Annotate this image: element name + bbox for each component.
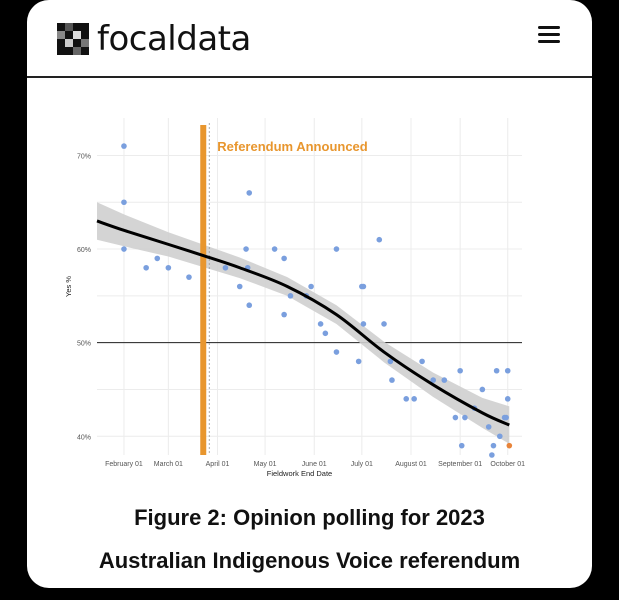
data-point [458, 442, 465, 449]
polling-chart: Referendum Announced 40% 50% 60% 70% February… [64, 118, 525, 478]
figure-caption-line-2: Australian Indigenous Voice referendum [98, 548, 521, 573]
y-tick-label: 50% [77, 341, 91, 348]
x-tick-label: February 01 [105, 461, 143, 468]
data-point [462, 414, 468, 421]
data-point [376, 236, 383, 243]
x-tick-label: October 01 [490, 461, 525, 468]
data-point [493, 367, 500, 374]
data-point [317, 321, 324, 327]
data-point [271, 246, 278, 252]
data-point [143, 264, 149, 271]
y-axis-label: Yes % [64, 276, 73, 297]
data-point [441, 377, 448, 383]
data-point [503, 414, 509, 421]
data-point [236, 283, 243, 290]
logo[interactable]: focaldata [57, 19, 251, 59]
x-tick-label: March 01 [154, 461, 183, 468]
data-point [360, 321, 367, 327]
data-point [479, 386, 486, 393]
y-tick-label: 70% [77, 153, 91, 160]
data-point-highlight [506, 442, 513, 449]
data-point [333, 246, 340, 252]
data-point [457, 367, 463, 374]
data-point [308, 283, 314, 290]
data-point [281, 255, 287, 262]
x-tick-label: June 01 [302, 461, 327, 468]
data-point [287, 293, 294, 299]
hamburger-menu-icon[interactable] [538, 26, 560, 44]
data-point [121, 246, 127, 252]
data-point [165, 264, 172, 271]
referendum-announced-bar [200, 125, 207, 455]
data-point [504, 367, 511, 374]
y-tick-label: 60% [77, 247, 91, 254]
data-point [389, 377, 395, 383]
focaldata-logo-icon [57, 23, 89, 55]
data-point [419, 358, 425, 365]
x-tick-label: May 01 [254, 461, 277, 468]
data-point [504, 396, 511, 402]
x-axis-label: Fieldwork End Date [267, 469, 332, 478]
data-point [154, 255, 161, 262]
y-tick-label: 40% [77, 434, 91, 441]
data-point [489, 452, 495, 458]
annotation-label: Referendum Announced [217, 139, 368, 154]
data-point [387, 358, 394, 365]
data-point [322, 330, 329, 337]
data-point [246, 190, 253, 196]
data-point [381, 321, 387, 327]
confidence-band [97, 202, 510, 444]
data-point [411, 396, 417, 402]
x-tick-label: April 01 [206, 461, 230, 468]
data-point [333, 349, 340, 355]
data-point [186, 274, 192, 280]
data-point [281, 311, 287, 318]
x-tick-label: August 01 [395, 461, 427, 468]
trend-line [96, 219, 510, 427]
data-point [355, 358, 362, 365]
figure-caption-line-1: Figure 2: Opinion polling for 2023 [134, 505, 485, 530]
data-point [243, 246, 249, 252]
data-point [485, 424, 492, 430]
logo-text: focaldata [97, 19, 251, 59]
data-point [490, 442, 497, 449]
data-point [403, 396, 410, 402]
data-point [222, 264, 229, 271]
data-point [360, 283, 367, 290]
data-point [452, 414, 459, 421]
x-tick-label: September 01 [438, 461, 482, 468]
data-point [496, 433, 503, 440]
phone-frame: focaldata Referendum Announced 40% 50% 60% 7… [27, 0, 592, 588]
data-point [430, 377, 436, 383]
site-header: focaldata [27, 0, 592, 78]
data-point [246, 302, 253, 309]
data-point [121, 199, 127, 206]
data-point [121, 143, 127, 149]
x-tick-label: July 01 [351, 461, 373, 468]
